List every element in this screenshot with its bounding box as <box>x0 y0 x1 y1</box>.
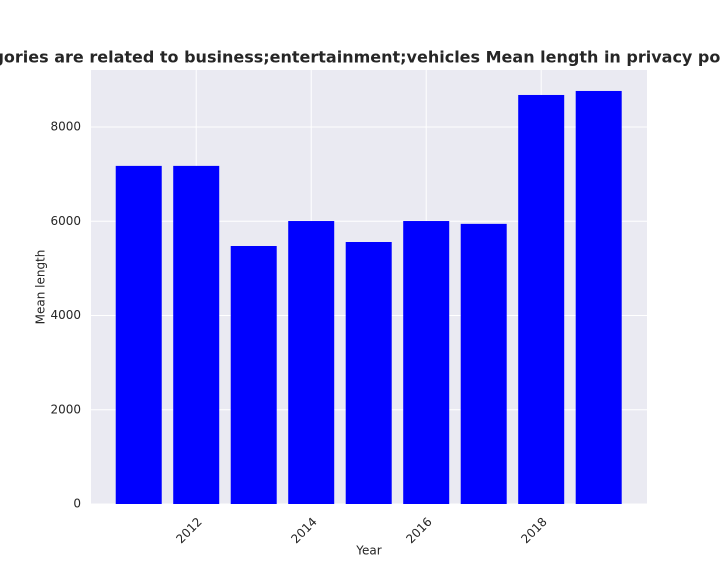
bar <box>288 221 335 504</box>
y-tick-label: 6000 <box>50 214 81 228</box>
bar <box>460 223 507 504</box>
x-tick-label: 2016 <box>403 515 434 546</box>
x-tick-label: 2014 <box>288 515 319 546</box>
bar <box>518 94 565 504</box>
bar <box>403 221 450 504</box>
bar <box>115 165 162 504</box>
bar <box>575 90 622 504</box>
y-tick-label: 2000 <box>50 402 81 416</box>
bar <box>173 165 220 504</box>
bar <box>345 241 392 504</box>
y-tick-label: 8000 <box>50 120 81 134</box>
x-tick-label: 2012 <box>173 515 204 546</box>
bar <box>230 246 277 505</box>
y-tick-label: 4000 <box>50 308 81 322</box>
x-tick-label: 2018 <box>518 515 549 546</box>
x-axis-label: Year <box>355 544 381 558</box>
y-tick-label: 0 <box>73 497 81 511</box>
y-axis-label: Mean length <box>34 250 48 325</box>
chart-title: en categories are related to business;en… <box>0 48 720 67</box>
